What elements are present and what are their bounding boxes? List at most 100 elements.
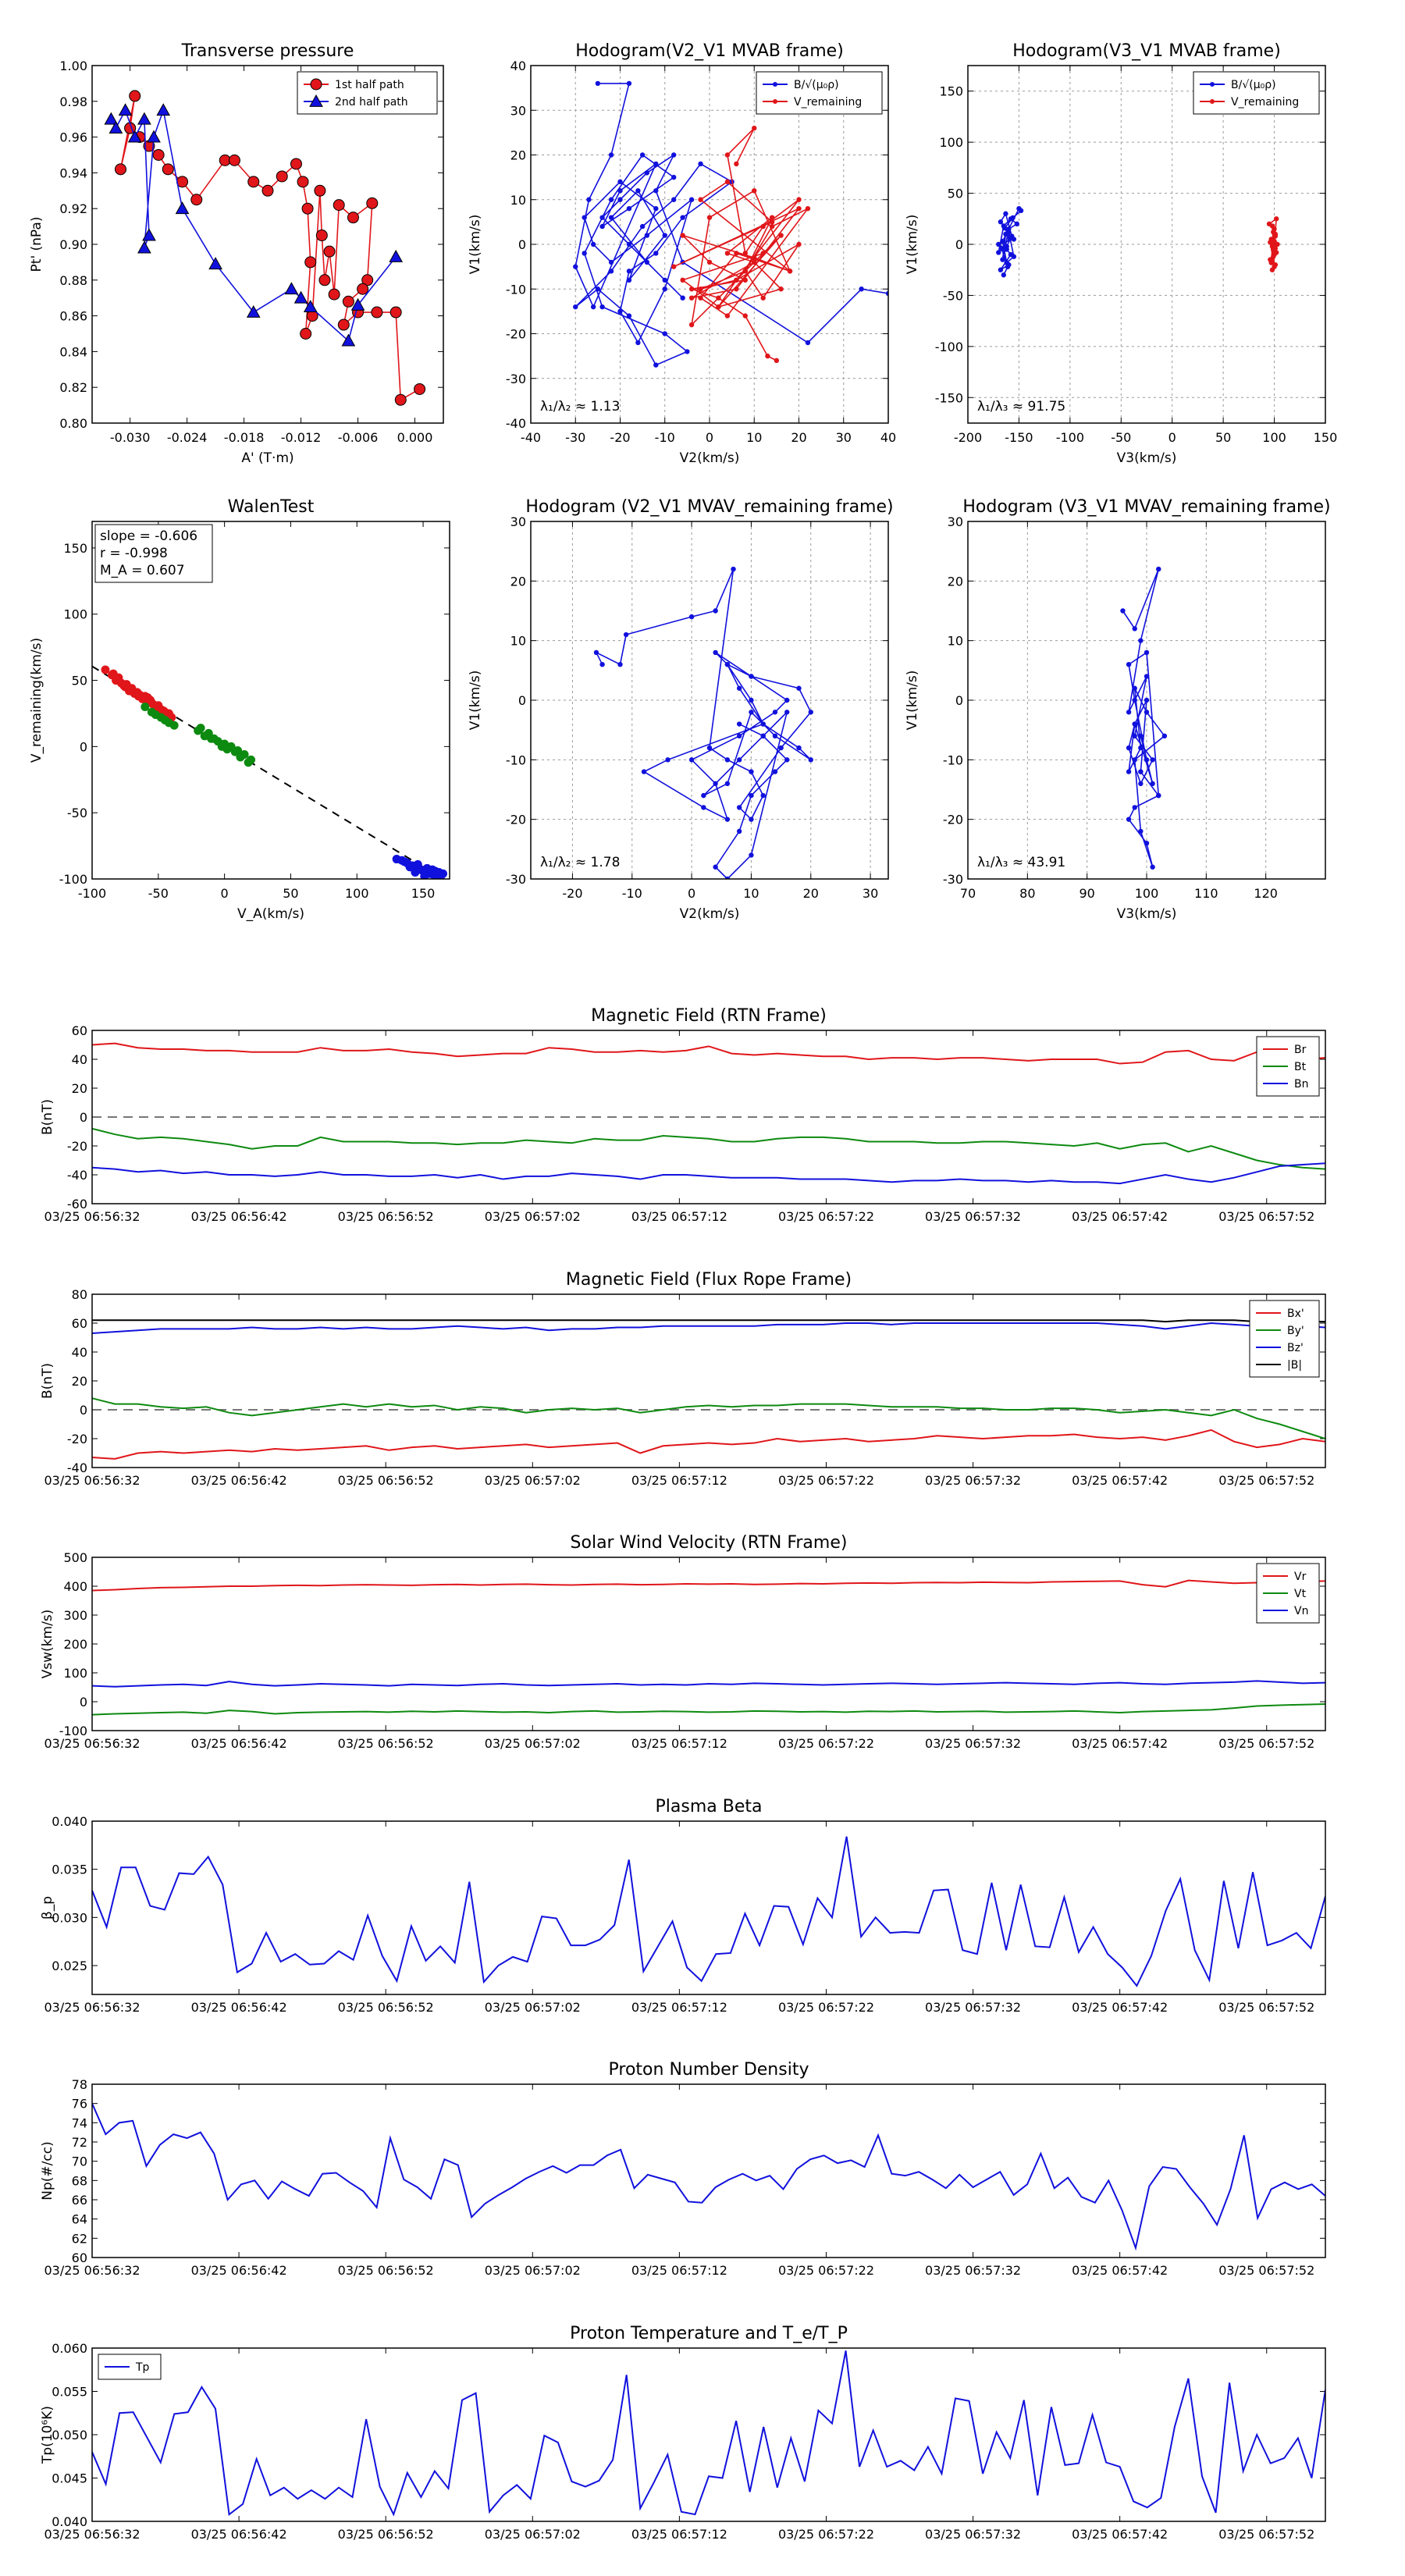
data-point <box>209 734 219 743</box>
data-point <box>436 873 445 879</box>
data-point <box>635 188 641 194</box>
series-line <box>92 1162 1325 1185</box>
x-tick-label: 03/25 06:56:32 <box>44 2263 140 2278</box>
y-tick-label: 40 <box>72 1052 87 1067</box>
x-axis-label: V3(km/s) <box>1117 906 1177 922</box>
x-tick-label: 03/25 06:57:22 <box>778 2263 874 2278</box>
data-point <box>805 206 811 212</box>
y-tick-label: 40 <box>72 1345 87 1360</box>
x-tick-label: 0 <box>688 886 695 901</box>
y-tick-label: 60 <box>72 2250 87 2265</box>
data-point <box>428 865 437 874</box>
plot-area <box>92 665 448 879</box>
stats-box-frame <box>94 524 213 583</box>
axes-frame <box>91 1820 1326 1995</box>
data-point <box>808 757 813 763</box>
y-tick-label: 0.86 <box>59 309 87 324</box>
y-axis-label: B(nT) <box>40 1363 55 1399</box>
data-point <box>644 259 650 265</box>
y-axis-label: Vsw(km/s) <box>40 1610 55 1679</box>
data-point <box>1006 229 1012 235</box>
data-point <box>736 733 742 738</box>
y-tick-label: 72 <box>72 2135 87 2150</box>
data-point <box>190 194 203 206</box>
data-point <box>573 264 578 269</box>
data-point <box>394 393 407 406</box>
data-point <box>608 197 614 202</box>
data-point <box>626 206 632 212</box>
y-tick-label: 20 <box>948 574 963 589</box>
series-vr <box>92 1579 1325 1592</box>
data-point <box>724 781 731 787</box>
y-tick-label: -100 <box>935 340 963 354</box>
x-tick-label: -50 <box>148 886 169 901</box>
x-tick-label: 03/25 06:56:52 <box>338 2000 434 2015</box>
x-tick-label: 03/25 06:57:52 <box>1218 2527 1314 2542</box>
data-point <box>626 277 632 283</box>
data-point <box>713 864 718 870</box>
y-tick-label: 20 <box>72 1081 87 1096</box>
data-point <box>765 353 770 359</box>
data-point <box>414 382 426 395</box>
data-point <box>1273 250 1279 255</box>
series-vn <box>92 1680 1325 1688</box>
legend-marker <box>1210 82 1215 87</box>
x-tick-label: 03/25 06:57:52 <box>1218 1209 1314 1224</box>
data-point <box>389 250 404 262</box>
y-tick-label: -20 <box>506 813 526 827</box>
data-point <box>1268 240 1273 245</box>
y-tick-label: 50 <box>948 187 963 201</box>
series-line <box>574 83 888 366</box>
y-axis-label: β_p <box>40 1896 55 1920</box>
axes-frame <box>530 521 889 880</box>
series-line <box>92 1680 1325 1688</box>
y-tick-label: 0.040 <box>52 1814 87 1829</box>
data-point <box>147 130 161 143</box>
legend: Vr Vt Vn <box>1256 1563 1320 1624</box>
data-point <box>742 251 748 256</box>
data-point <box>671 174 677 180</box>
data-point <box>1138 733 1144 738</box>
y-tick-label: -10 <box>943 753 963 767</box>
y-tick-label: 150 <box>63 541 87 556</box>
x-tick-label: 0 <box>706 430 713 445</box>
data-point <box>688 197 695 202</box>
series-line <box>595 568 812 879</box>
y-tick-label: -30 <box>506 872 526 887</box>
x-tick-label: 03/25 06:57:42 <box>1072 2000 1168 2015</box>
x-tick-label: -0.006 <box>338 430 379 445</box>
data-point <box>1161 733 1168 738</box>
y-tick-label: 100 <box>63 607 87 622</box>
data-point <box>734 251 739 256</box>
data-point <box>808 710 813 715</box>
x-tick-label: 03/25 06:57:02 <box>485 2527 581 2542</box>
data-point <box>724 251 731 256</box>
y-tick-label: 0.84 <box>59 344 87 359</box>
data-point <box>760 251 766 256</box>
data-point <box>736 685 742 691</box>
data-point <box>1156 792 1161 799</box>
x-tick-label: 03/25 06:57:52 <box>1218 1473 1314 1488</box>
chart-tp: Transverse pressure 0.80 0.82 0.84 0.86 0.88 0… <box>29 41 444 466</box>
y-tick-label: 66 <box>72 2193 87 2208</box>
plot-area <box>104 90 426 406</box>
data-point <box>118 103 133 116</box>
data-point <box>778 233 784 238</box>
x-tick-label: 03/25 06:56:52 <box>338 2527 434 2542</box>
legend: Tp <box>98 2354 162 2380</box>
data-point <box>749 710 754 715</box>
series-bt <box>92 1127 1325 1170</box>
axes-frame <box>91 2083 1326 2258</box>
data-point <box>108 121 123 134</box>
annotation: λ₁/λ₃ ≈ 43.91 <box>977 855 1065 870</box>
data-point <box>208 257 222 270</box>
y-tick-label: 0.90 <box>59 237 87 252</box>
data-point <box>1003 211 1008 216</box>
y-tick-label: 10 <box>948 634 963 649</box>
data-point <box>586 197 592 202</box>
x-axis-label: V2(km/s) <box>680 906 740 922</box>
data-point <box>284 282 299 295</box>
y-tick-label: 0.035 <box>52 1863 87 1877</box>
data-point <box>137 112 151 125</box>
series-line <box>673 127 809 361</box>
